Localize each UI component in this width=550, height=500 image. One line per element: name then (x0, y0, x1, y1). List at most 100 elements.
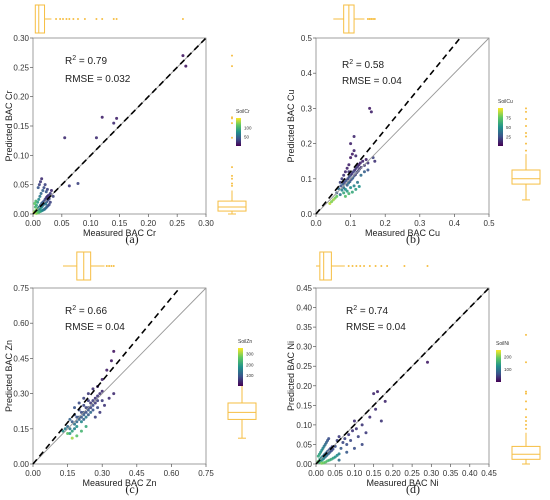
r2-annotation: R2 = 0.74 (346, 305, 388, 317)
data-point (339, 184, 343, 188)
data-point (343, 170, 347, 174)
data-point (75, 424, 79, 428)
box (227, 402, 257, 420)
data-point (48, 200, 52, 204)
outlier-point (61, 18, 64, 20)
data-point (115, 116, 119, 120)
marginal-x-boxplot (333, 4, 376, 34)
box (319, 251, 332, 281)
data-point (100, 399, 104, 403)
data-point (341, 440, 345, 444)
outlier-point (95, 18, 98, 20)
data-point (47, 203, 51, 207)
data-point (349, 186, 353, 190)
data-point (345, 450, 349, 454)
data-point (91, 403, 95, 407)
data-point (94, 136, 98, 140)
data-point (349, 439, 353, 443)
y-tick-label: 0.4 (301, 69, 313, 78)
data-point (66, 431, 70, 435)
x-tick-label: 0.5 (483, 219, 495, 228)
data-point (364, 157, 368, 161)
outlier-point (231, 122, 233, 125)
y-tick-label: 0.3 (301, 104, 313, 113)
colorbar (238, 348, 243, 386)
data-point (345, 183, 349, 187)
outlier-point (525, 419, 527, 422)
data-point (338, 193, 342, 197)
data-point (112, 392, 116, 396)
data-point (356, 435, 360, 439)
x-tick-label: 0.40 (462, 469, 478, 478)
outlier-point (110, 265, 113, 267)
y-tick-label: 0.60 (13, 319, 29, 328)
outlier-point (525, 125, 527, 127)
data-point (70, 420, 74, 424)
r2-label: R (65, 56, 72, 67)
data-point (44, 202, 48, 206)
fit-line (315, 37, 461, 215)
outlier-point (83, 18, 86, 20)
data-point (347, 192, 351, 196)
data-point (425, 360, 429, 364)
data-point (84, 406, 88, 410)
data-point (100, 115, 104, 119)
y-axis-label: Predicted BAC Zn (4, 340, 14, 412)
outlier-point (373, 18, 376, 20)
fit-line (32, 37, 207, 215)
data-point (181, 54, 185, 58)
data-point (109, 359, 113, 363)
x-tick-label: 0.20 (385, 469, 401, 478)
x-tick-label: 0.15 (366, 469, 382, 478)
data-point (75, 420, 79, 424)
data-point (45, 187, 49, 191)
outlier-point (403, 265, 406, 267)
colorbar-title: SoilCr (236, 109, 250, 115)
data-point (351, 429, 355, 433)
data-point (36, 186, 40, 190)
data-point (105, 368, 109, 372)
data-point (40, 177, 44, 181)
outlier-point (525, 110, 527, 113)
data-point (70, 429, 74, 433)
colorbar (498, 108, 503, 146)
outlier-point (72, 18, 75, 20)
marginal-x-boxplot (316, 251, 429, 281)
y-tick-label: 0.20 (13, 93, 29, 102)
outlier-point (525, 427, 527, 430)
data-point (340, 188, 344, 192)
y-tick-label: 0.15 (13, 425, 29, 434)
outlier-point (231, 177, 233, 180)
r2-annotation: R2 = 0.58 (342, 59, 384, 71)
outlier-point (525, 117, 527, 120)
data-point (337, 452, 341, 456)
y-tick-label: 0.15 (296, 401, 312, 410)
data-point (356, 180, 360, 184)
outlier-point (525, 333, 527, 336)
data-point (82, 413, 86, 417)
data-point (373, 159, 377, 163)
colorbar-tick-label: 100 (244, 125, 252, 130)
r2-label: R (65, 306, 72, 317)
outlier-point (368, 265, 371, 267)
r2-value: = 0.58 (353, 60, 384, 71)
outlier-point (108, 265, 111, 267)
data-point (342, 191, 346, 195)
data-point (82, 417, 86, 421)
y-axis-label: Predicted BAC Ni (286, 341, 296, 411)
data-point (61, 429, 65, 433)
outlier-point (366, 18, 369, 20)
data-point (345, 189, 349, 193)
data-point (48, 191, 52, 195)
x-tick-label: 0.45 (481, 469, 497, 478)
data-point (77, 401, 81, 405)
y-tick-label: 0.15 (13, 122, 29, 131)
data-point (354, 154, 358, 158)
box (34, 4, 46, 34)
data-point (350, 152, 354, 156)
data-point (75, 415, 79, 419)
outlier-point (231, 166, 233, 169)
data-point (79, 410, 83, 414)
marginal-y-boxplot (511, 107, 541, 201)
outlier-point (115, 18, 118, 20)
